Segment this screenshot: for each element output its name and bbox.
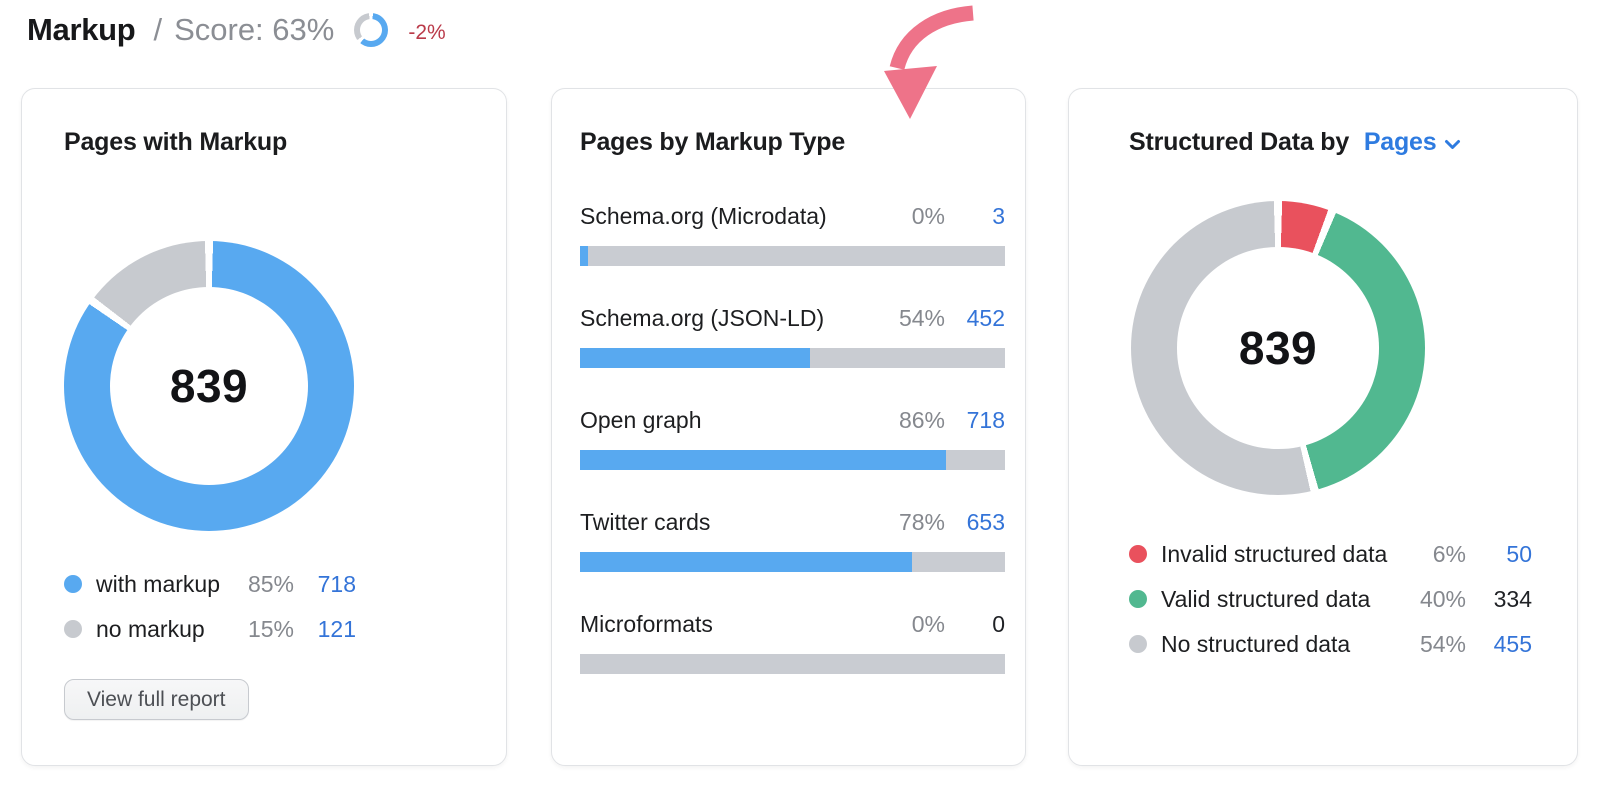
bar-fill xyxy=(580,246,589,266)
row-count-link[interactable]: 718 xyxy=(966,407,1005,433)
bar-fill xyxy=(580,450,946,470)
bar-track xyxy=(580,450,1005,470)
pages-by-markup-type-card: Pages by Markup Type Schema.org (Microda… xyxy=(551,88,1026,766)
row-percent: 0% xyxy=(911,611,945,637)
structured-data-card: Structured Data by Pages 839 Invalid str… xyxy=(1068,88,1578,766)
legend-percent: 54% xyxy=(1419,630,1466,657)
bar-fill xyxy=(580,552,912,572)
row-label: Schema.org (JSON-LD) xyxy=(580,305,825,331)
page-title: Markup xyxy=(27,12,136,47)
legend-item-valid: Valid structured data 40% 334 xyxy=(1129,584,1532,614)
pages-selector-label: Pages xyxy=(1363,128,1437,156)
row-count-link[interactable]: 3 xyxy=(992,203,1005,229)
legend-dot-gray xyxy=(1129,635,1147,653)
score-label: Score: 63% xyxy=(174,12,335,47)
annotation-arrow xyxy=(884,5,974,119)
row-header: Schema.org (JSON-LD) 54% 452 xyxy=(580,303,1005,333)
row-label: Twitter cards xyxy=(580,509,711,535)
row-header: Microformats 0% 0 xyxy=(580,609,1005,639)
legend-dot-gray xyxy=(64,620,82,638)
row-label: Open graph xyxy=(580,407,702,433)
legend-percent: 15% xyxy=(247,615,294,642)
legend-label: No structured data xyxy=(1161,630,1351,657)
legend-item-with-markup: with markup 85% 718 xyxy=(64,569,356,599)
legend-dot-green xyxy=(1129,590,1147,608)
score-donut-icon xyxy=(354,13,389,47)
row-count-link[interactable]: 653 xyxy=(966,509,1005,535)
chevron-down-icon xyxy=(1445,139,1461,149)
pages-with-markup-legend: with markup 85% 718 no markup 15% 121 xyxy=(64,569,356,644)
page-header: Markup / Score: 63% -2% xyxy=(27,12,446,48)
legend-percent: 85% xyxy=(247,570,294,597)
markup-type-rows: Schema.org (Microdata) 0% 3 Schema.org (… xyxy=(580,201,1005,674)
legend-dot-blue xyxy=(64,575,82,593)
markup-type-row-jsonld: Schema.org (JSON-LD) 54% 452 xyxy=(580,303,1005,368)
row-percent: 54% xyxy=(898,305,945,331)
markup-type-row-microformats: Microformats 0% 0 xyxy=(580,609,1005,674)
legend-count: 334 xyxy=(1493,585,1532,612)
bar-track xyxy=(580,246,1005,266)
structured-data-donut-chart[interactable]: 839 xyxy=(1131,201,1425,495)
row-header: Twitter cards 78% 653 xyxy=(580,507,1005,537)
row-label: Schema.org (Microdata) xyxy=(580,203,827,229)
markup-type-row-open-graph: Open graph 86% 718 xyxy=(580,405,1005,470)
legend-count-link[interactable]: 121 xyxy=(317,615,356,642)
card-title-structured-data: Structured Data by Pages xyxy=(1129,127,1532,157)
legend-dot-red xyxy=(1129,545,1147,563)
bar-track xyxy=(580,348,1005,368)
pages-selector-dropdown[interactable]: Pages xyxy=(1364,127,1463,157)
donut-total-pages: 839 xyxy=(1238,322,1318,374)
row-label: Microformats xyxy=(580,611,713,637)
bar-fill xyxy=(580,348,810,368)
legend-item-no-markup: no markup 15% 121 xyxy=(64,614,356,644)
row-percent: 0% xyxy=(911,203,945,229)
pages-with-markup-donut-chart[interactable]: 839 xyxy=(64,241,354,531)
row-header: Open graph 86% 718 xyxy=(580,405,1005,435)
legend-item-invalid: Invalid structured data 6% 50 xyxy=(1129,539,1532,569)
view-full-report-button[interactable]: View full report xyxy=(64,679,249,720)
bar-track xyxy=(580,654,1005,674)
bar-track xyxy=(580,552,1005,572)
donut-total-pages: 839 xyxy=(169,360,249,412)
structured-data-title-prefix: Structured Data by xyxy=(1129,128,1350,156)
legend-label: Invalid structured data xyxy=(1161,540,1388,567)
legend-percent: 6% xyxy=(1432,540,1466,567)
row-count: 0 xyxy=(992,611,1005,637)
structured-data-legend: Invalid structured data 6% 50 Valid stru… xyxy=(1129,539,1532,659)
markup-type-row-twitter-cards: Twitter cards 78% 653 xyxy=(580,507,1005,572)
legend-label: no markup xyxy=(96,615,205,642)
legend-label: Valid structured data xyxy=(1161,585,1371,612)
markup-type-row-microdata: Schema.org (Microdata) 0% 3 xyxy=(580,201,1005,266)
title-separator: / xyxy=(153,12,163,47)
row-percent: 86% xyxy=(898,407,945,433)
legend-count-link[interactable]: 718 xyxy=(317,570,356,597)
card-title-pages-with-markup: Pages with Markup xyxy=(64,128,288,156)
row-count-link[interactable]: 452 xyxy=(966,305,1005,331)
pages-with-markup-card: Pages with Markup 839 with markup 85% 71… xyxy=(21,88,507,766)
legend-label: with markup xyxy=(96,570,220,597)
legend-percent: 40% xyxy=(1419,585,1466,612)
legend-count-link[interactable]: 455 xyxy=(1493,630,1532,657)
card-title-pages-by-markup-type: Pages by Markup Type xyxy=(580,128,846,156)
row-header: Schema.org (Microdata) 0% 3 xyxy=(580,201,1005,231)
row-percent: 78% xyxy=(898,509,945,535)
legend-item-none: No structured data 54% 455 xyxy=(1129,629,1532,659)
score-delta-badge: -2% xyxy=(408,21,446,44)
legend-count-link[interactable]: 50 xyxy=(1506,540,1532,567)
